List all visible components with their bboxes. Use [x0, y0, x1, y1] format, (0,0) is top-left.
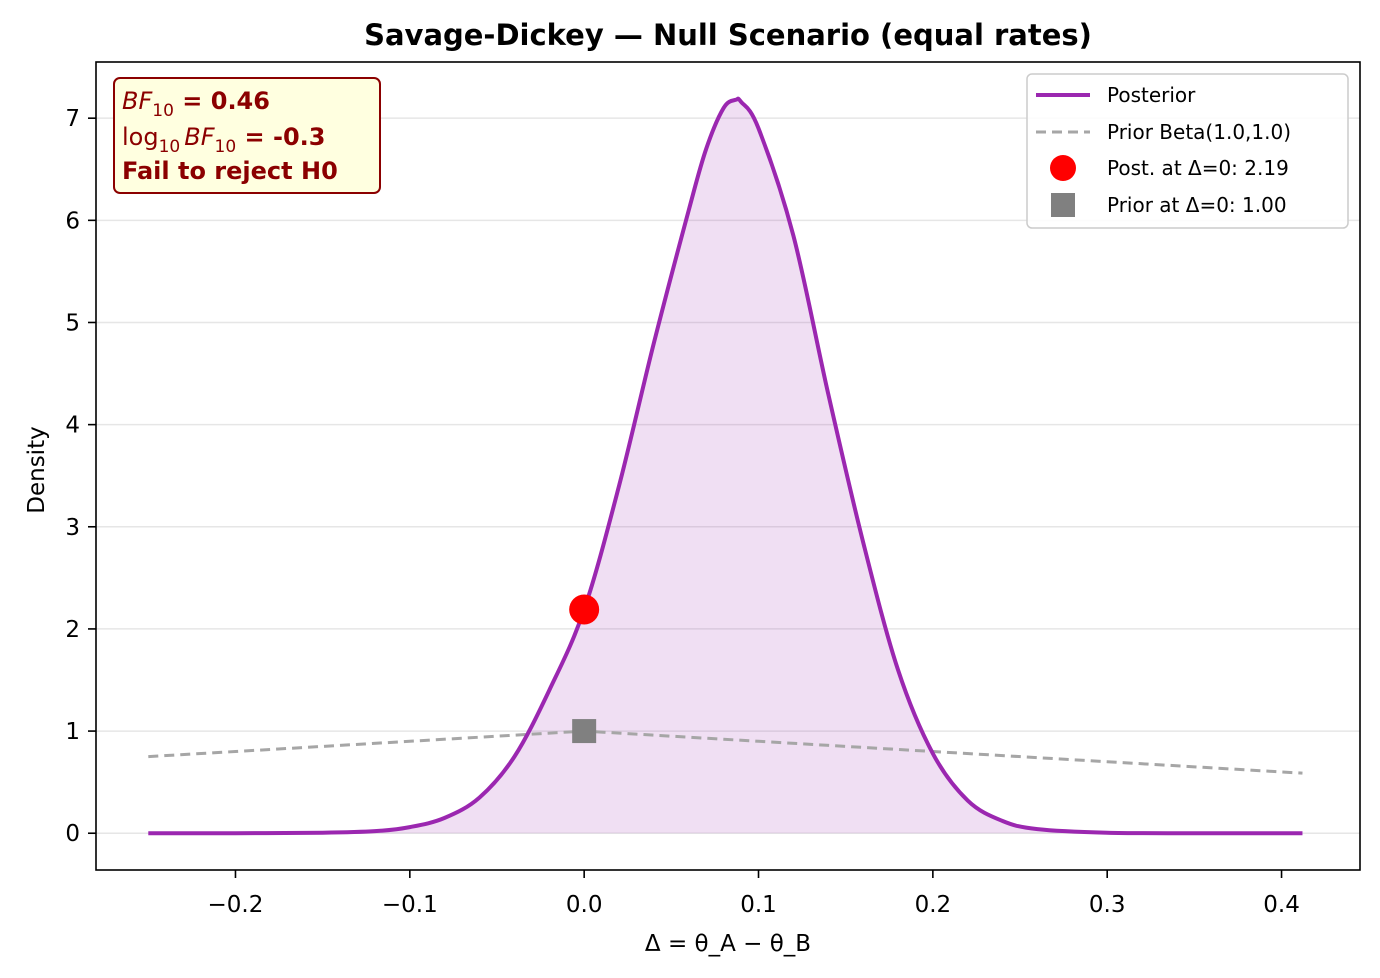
legend-posterior-point-marker [1050, 155, 1076, 181]
highlight-points [569, 594, 600, 744]
y-tick-label: 1 [65, 719, 80, 745]
legend: Posterior Prior Beta(1.0,1.0) Post. at Δ… [1026, 73, 1349, 229]
y-tick-label: 2 [65, 617, 80, 643]
bayes-factor-annotation: BF10 = 0.46 log10 BF10 = -0.3 Fail to rej… [113, 77, 381, 194]
posterior-at-zero-point [569, 594, 600, 625]
x-tick-label: 0.1 [740, 892, 777, 918]
y-tick-label: 5 [65, 310, 80, 336]
posterior-line [148, 96, 1303, 836]
x-axis-label: Δ = θ_A − θ_B [645, 931, 811, 957]
y-tick-label: 4 [65, 413, 80, 439]
x-tick-label: −0.1 [382, 892, 438, 918]
y-tick-label: 7 [65, 106, 80, 132]
y-axis-ticks: 0 1 2 3 4 5 6 7 [65, 106, 96, 847]
posterior-fill-area [148, 98, 1303, 834]
legend-posterior-label: Posterior [1107, 83, 1196, 107]
x-tick-label: 0.3 [1089, 892, 1126, 918]
annotation-line-decision: Fail to reject H0 [122, 157, 338, 185]
legend-prior-point-label: Prior at Δ=0: 1.00 [1107, 193, 1287, 217]
x-tick-label: 0.2 [915, 892, 952, 918]
legend-prior-label: Prior Beta(1.0,1.0) [1107, 120, 1291, 144]
annotation-line-log-bf: log10 BF10 = -0.3 [122, 123, 325, 157]
y-axis-label: Density [24, 426, 50, 513]
annotation-line-bf: BF10 = 0.46 [122, 87, 270, 121]
y-tick-label: 3 [65, 515, 80, 541]
y-tick-label: 0 [65, 821, 80, 847]
x-tick-label: 0.0 [566, 892, 603, 918]
annotation-box [113, 77, 381, 194]
x-tick-label: 0.4 [1263, 892, 1300, 918]
x-axis-ticks: −0.2 −0.1 0.0 0.1 0.2 0.3 0.4 [208, 870, 1300, 918]
legend-box [1026, 73, 1349, 229]
y-tick-label: 6 [65, 208, 80, 234]
x-tick-label: −0.2 [208, 892, 264, 918]
prior-at-zero-point [572, 719, 597, 744]
chart-title: Savage-Dickey — Null Scenario (equal rat… [364, 18, 1092, 52]
legend-prior-point-marker [1051, 193, 1075, 217]
plot-frame [95, 61, 1361, 871]
legend-posterior-point-label: Post. at Δ=0: 2.19 [1107, 156, 1289, 180]
prior-line [148, 729, 1303, 775]
